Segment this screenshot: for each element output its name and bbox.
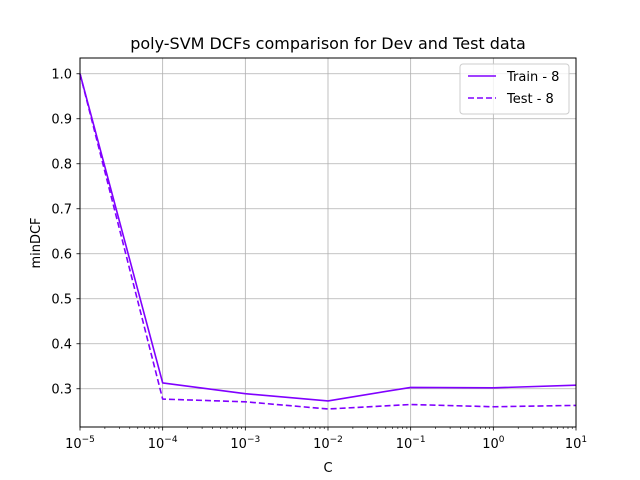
legend-label-test: Test - 8: [506, 92, 554, 107]
legend-label-train: Train - 8: [506, 70, 559, 85]
y-tick-label: 0.7: [51, 202, 72, 217]
x-tick-label: 10−4: [148, 435, 178, 452]
y-axis-label: minDCF: [29, 217, 44, 268]
grid-lines: [79, 58, 577, 427]
axis-ticks: 10−5 10−4 10−3 10−2 10−1 100 101 0.3 0.4 0.5 0.6 0.…: [51, 67, 587, 452]
x-tick-label: 10−1: [396, 435, 426, 452]
y-tick-label: 0.3: [51, 382, 72, 397]
y-tick-label: 0.5: [51, 292, 72, 307]
y-tick-label: 0.9: [51, 112, 72, 127]
test-series-line: [79, 73, 577, 410]
x-tick-label: 100: [482, 435, 505, 452]
chart-title: poly-SVM DCFs comparison for Dev and Tes…: [130, 34, 526, 53]
legend: Train - 8 Test - 8: [459, 63, 570, 115]
train-series-line: [79, 73, 577, 402]
x-tick-label: 101: [565, 435, 587, 452]
x-tick-label: 10−5: [65, 435, 95, 452]
series-lines: [79, 73, 577, 410]
y-tick-label: 0.8: [51, 157, 72, 172]
x-tick-label: 10−3: [230, 435, 260, 452]
x-axis-label: C: [323, 461, 332, 476]
y-tick-label: 1.0: [51, 67, 72, 82]
y-tick-label: 0.4: [51, 337, 72, 352]
y-tick-label: 0.6: [51, 247, 72, 262]
x-tick-label: 10−2: [313, 435, 343, 452]
